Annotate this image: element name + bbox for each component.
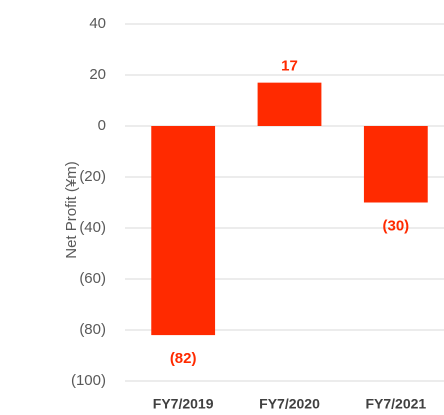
data-label: (30) xyxy=(382,217,409,234)
data-label: 17 xyxy=(281,58,298,75)
y-tick-label: (40) xyxy=(79,219,106,236)
data-label: (82) xyxy=(170,350,197,367)
bar xyxy=(363,126,428,203)
bar xyxy=(257,82,322,126)
x-tick-label: FY7/2019 xyxy=(153,396,214,412)
y-tick-label: 0 xyxy=(98,117,106,134)
y-tick-label: (60) xyxy=(79,270,106,287)
y-tick-label: 40 xyxy=(89,15,106,32)
x-tick-label: FY7/2020 xyxy=(259,396,320,412)
x-tick-label: FY7/2021 xyxy=(365,396,426,412)
y-tick-label: 20 xyxy=(89,66,106,83)
y-tick-label: (100) xyxy=(71,372,106,389)
y-axis-label: Net Profit (¥m) xyxy=(63,161,80,259)
bar xyxy=(151,126,216,336)
y-tick-label: (80) xyxy=(79,321,106,338)
y-tick-label: (20) xyxy=(79,168,106,185)
